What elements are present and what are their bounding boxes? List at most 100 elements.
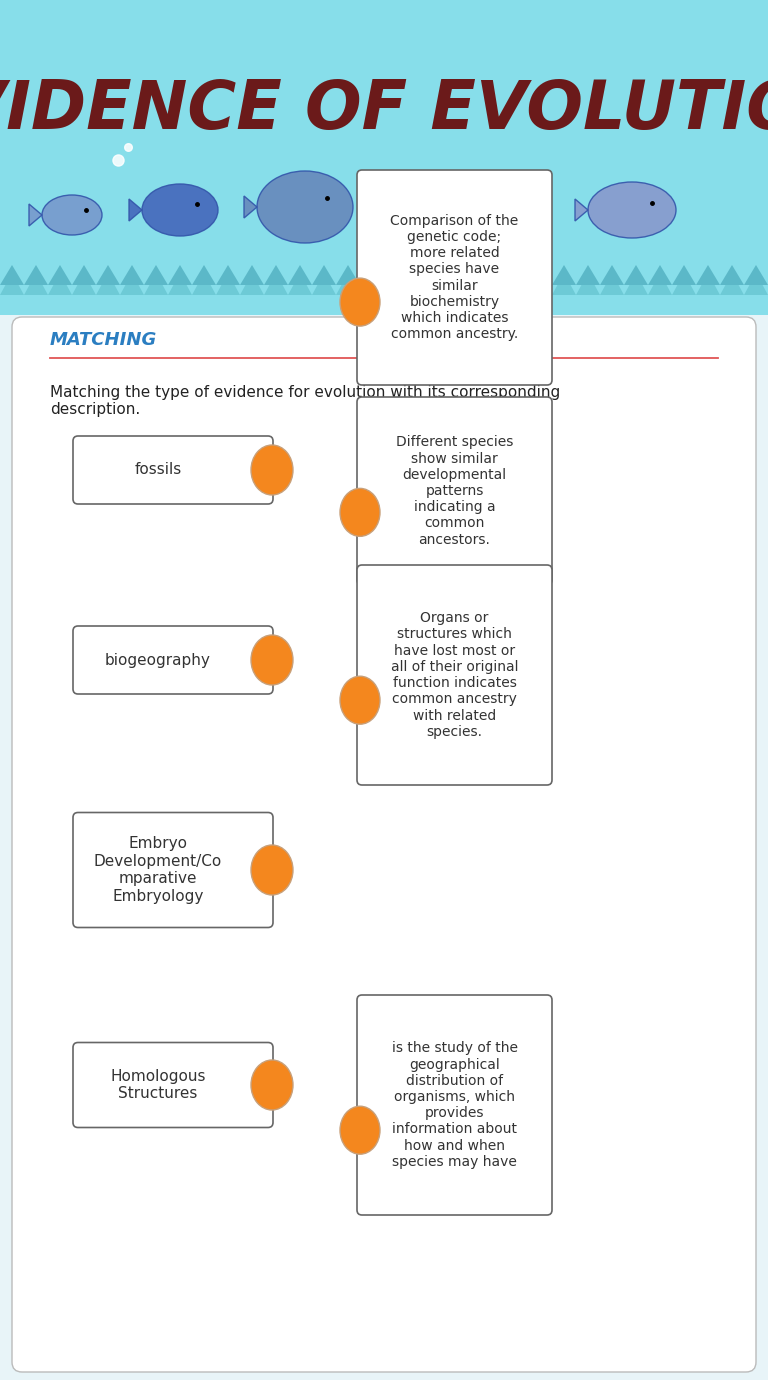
Text: Different species
show similar
developmental
patterns
indicating a
common
ancest: Different species show similar developme…: [396, 436, 513, 546]
Polygon shape: [456, 273, 480, 295]
Text: is the study of the
geographical
distribution of
organisms, which
provides
infor: is the study of the geographical distrib…: [392, 1042, 518, 1169]
Polygon shape: [744, 265, 768, 286]
Polygon shape: [192, 273, 216, 295]
Polygon shape: [432, 265, 456, 286]
FancyBboxPatch shape: [12, 317, 756, 1372]
Polygon shape: [432, 273, 456, 295]
Polygon shape: [456, 265, 480, 286]
Polygon shape: [480, 273, 504, 295]
Polygon shape: [696, 265, 720, 286]
Polygon shape: [528, 265, 552, 286]
Polygon shape: [552, 273, 576, 295]
Polygon shape: [216, 265, 240, 286]
Polygon shape: [0, 273, 24, 295]
Ellipse shape: [251, 444, 293, 495]
Polygon shape: [264, 265, 288, 286]
Ellipse shape: [340, 489, 380, 537]
Text: fossils: fossils: [134, 462, 181, 477]
Polygon shape: [600, 265, 624, 286]
Polygon shape: [648, 265, 672, 286]
Ellipse shape: [383, 196, 433, 230]
Polygon shape: [144, 273, 168, 295]
Polygon shape: [72, 273, 96, 295]
FancyBboxPatch shape: [357, 397, 552, 585]
Text: Organs or
structures which
have lost most or
all of their original
function indi: Organs or structures which have lost mos…: [391, 611, 518, 738]
Polygon shape: [288, 273, 312, 295]
Polygon shape: [240, 273, 264, 295]
Ellipse shape: [42, 195, 102, 235]
Polygon shape: [96, 273, 120, 295]
Polygon shape: [192, 265, 216, 286]
Polygon shape: [360, 265, 384, 286]
Polygon shape: [504, 265, 528, 286]
Polygon shape: [575, 199, 588, 221]
Polygon shape: [0, 265, 24, 286]
Polygon shape: [370, 201, 383, 224]
Text: Embryo
Development/Co
mparative
Embryology: Embryo Development/Co mparative Embryolo…: [94, 836, 222, 904]
Text: Matching the type of evidence for evolution with its corresponding
description.: Matching the type of evidence for evolut…: [50, 385, 560, 417]
Polygon shape: [696, 273, 720, 295]
Polygon shape: [624, 265, 648, 286]
Polygon shape: [120, 273, 144, 295]
Polygon shape: [168, 273, 192, 295]
Polygon shape: [624, 273, 648, 295]
Polygon shape: [459, 201, 472, 224]
Polygon shape: [72, 265, 96, 286]
Polygon shape: [288, 265, 312, 286]
Ellipse shape: [257, 171, 353, 243]
Polygon shape: [360, 273, 384, 295]
Polygon shape: [576, 265, 600, 286]
Ellipse shape: [340, 1107, 380, 1154]
Polygon shape: [552, 265, 576, 286]
Polygon shape: [480, 265, 504, 286]
Polygon shape: [144, 265, 168, 286]
FancyBboxPatch shape: [357, 170, 552, 385]
Polygon shape: [672, 273, 696, 295]
Ellipse shape: [251, 1060, 293, 1110]
Polygon shape: [384, 273, 408, 295]
Polygon shape: [120, 265, 144, 286]
Text: Homologous
Structures: Homologous Structures: [110, 1068, 206, 1101]
Text: Comparison of the
genetic code;
more related
species have
similar
biochemistry
w: Comparison of the genetic code; more rel…: [390, 214, 518, 341]
Ellipse shape: [340, 279, 380, 326]
Polygon shape: [129, 199, 142, 221]
Polygon shape: [600, 273, 624, 295]
Polygon shape: [264, 273, 288, 295]
Ellipse shape: [251, 635, 293, 684]
Polygon shape: [720, 273, 744, 295]
Bar: [0, 315, 768, 1380]
FancyBboxPatch shape: [73, 436, 273, 504]
Polygon shape: [672, 265, 696, 286]
FancyBboxPatch shape: [357, 564, 552, 785]
Polygon shape: [24, 273, 48, 295]
Polygon shape: [244, 196, 257, 218]
Ellipse shape: [142, 184, 218, 236]
Polygon shape: [504, 273, 528, 295]
Polygon shape: [408, 273, 432, 295]
FancyBboxPatch shape: [357, 995, 552, 1214]
Ellipse shape: [251, 845, 293, 896]
Polygon shape: [216, 273, 240, 295]
Polygon shape: [528, 273, 552, 295]
Polygon shape: [96, 265, 120, 286]
Polygon shape: [312, 273, 336, 295]
Polygon shape: [648, 273, 672, 295]
Polygon shape: [336, 265, 360, 286]
Ellipse shape: [340, 676, 380, 724]
Polygon shape: [312, 265, 336, 286]
Ellipse shape: [472, 189, 544, 237]
Text: EVIDENCE OF EVOLUTION: EVIDENCE OF EVOLUTION: [0, 77, 768, 144]
Ellipse shape: [588, 182, 676, 237]
Polygon shape: [29, 204, 42, 226]
Polygon shape: [24, 265, 48, 286]
Polygon shape: [744, 273, 768, 295]
FancyBboxPatch shape: [73, 1042, 273, 1127]
Polygon shape: [408, 265, 432, 286]
FancyBboxPatch shape: [73, 627, 273, 694]
Polygon shape: [168, 265, 192, 286]
Polygon shape: [48, 273, 72, 295]
FancyBboxPatch shape: [73, 813, 273, 927]
Polygon shape: [384, 265, 408, 286]
Polygon shape: [336, 273, 360, 295]
Polygon shape: [576, 273, 600, 295]
